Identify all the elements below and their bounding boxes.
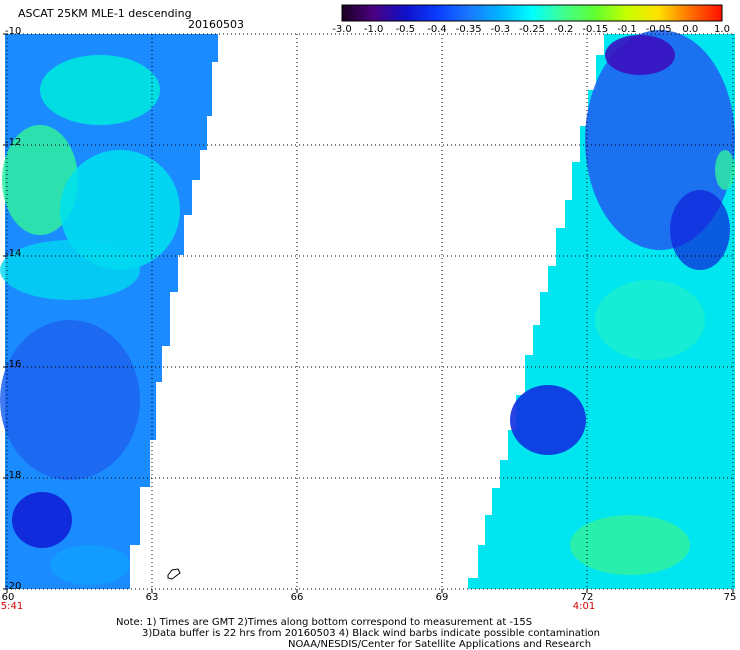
lat-label: -16 [5,359,22,370]
colorbar-label: -1.0 [363,24,384,35]
colorbar [341,4,723,22]
left-swath-green-region [2,125,78,235]
time-label: 4:01 [572,601,596,612]
time-label: 5:41 [0,601,24,612]
left-swath-blue-region [0,320,140,480]
colorbar-label: -0.5 [395,24,416,35]
colorbar-gradient [341,4,723,22]
colorbar-label: -0.05 [645,24,672,35]
lon-label: 75 [723,592,737,603]
left-swath-deep-blue-region [12,492,72,548]
colorbar-label: -0.15 [582,24,609,35]
right-swath [468,30,735,589]
map-date: 20160503 [188,18,244,31]
lon-label: 66 [290,592,304,603]
colorbar-label: 1.0 [714,24,730,35]
note-line: NOAA/NESDIS/Center for Satellite Applica… [288,639,592,650]
map-title: ASCAT 25KM MLE-1 descending [18,7,192,20]
grid [6,33,734,590]
lat-label: -18 [5,470,22,481]
note-line: Note: 1) Times are GMT 2)Times along bot… [116,617,533,628]
right-swath-cyan-region [715,150,735,190]
left-swath-green-region [40,55,160,125]
colorbar-label: -0.3 [490,24,511,35]
left-swath-cyan-region [50,545,130,585]
note-line: 3)Data buffer is 22 hrs from 20160503 4)… [142,628,600,639]
colorbar-label: -0.25 [519,24,545,35]
colorbar-label: -0.4 [427,24,447,35]
colorbar-label: -0.1 [617,24,637,35]
right-swath-green-region [570,515,690,575]
lat-label: -10 [5,26,22,37]
colorbar-label: -0.2 [553,24,574,35]
colorbar-label: -0.35 [455,24,482,35]
right-swath-deep-blue-region [670,190,730,270]
lat-label: -14 [5,248,22,259]
lat-label: -12 [5,137,22,148]
lon-label: 69 [435,592,449,603]
island-outline [167,568,181,580]
lat-label: -20 [5,581,22,592]
right-swath-deep-blue-region [605,35,675,75]
left-swath-cyan-region [0,240,140,300]
lon-label: 60 [1,592,15,603]
frame-ticks [3,33,734,593]
right-swath-blue-region [510,385,586,455]
lon-label: 63 [145,592,159,603]
left-swath [0,34,218,589]
colorbar-label: 0.0 [682,24,699,35]
lon-label: 72 [580,592,594,603]
left-swath-cyan-region [60,150,180,270]
colorbar-label: -3.0 [332,24,352,35]
right-swath-green-region [595,280,705,360]
